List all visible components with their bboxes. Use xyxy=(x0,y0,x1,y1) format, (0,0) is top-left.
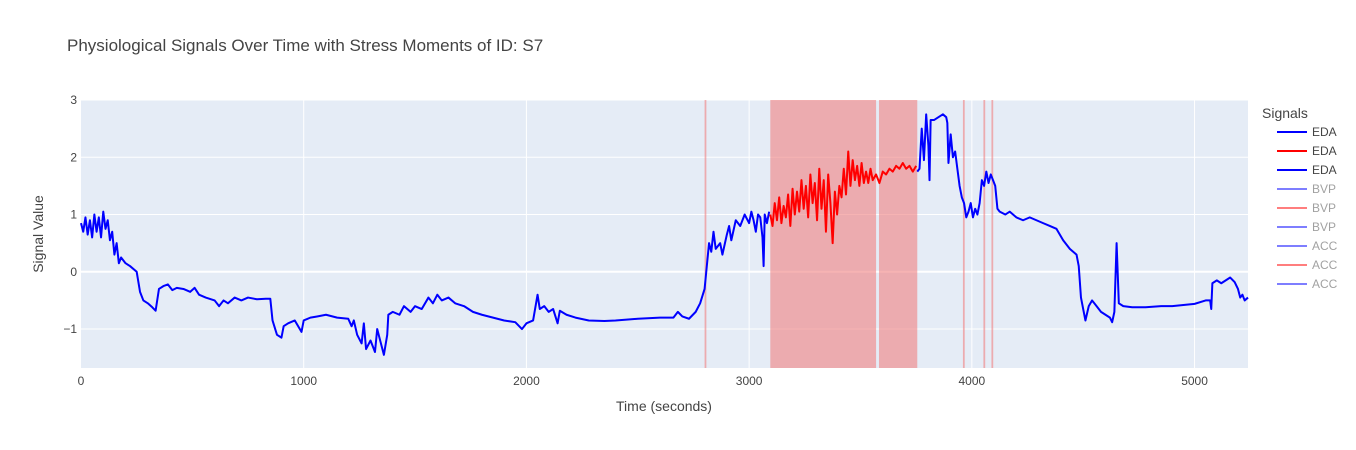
legend-item[interactable]: EDA xyxy=(1277,125,1337,139)
stress-region xyxy=(991,100,994,368)
y-axis-label: Signal Value xyxy=(30,195,46,273)
legend-label: ACC xyxy=(1312,277,1338,291)
y-tick-label: 3 xyxy=(70,93,77,107)
legend-label: EDA xyxy=(1312,144,1337,158)
series-line-3 xyxy=(916,113,1249,324)
series-line-2 xyxy=(769,150,918,245)
x-tick-label: 5000 xyxy=(1181,374,1208,388)
stress-region xyxy=(983,100,986,368)
stress-region xyxy=(962,100,965,368)
stress-region xyxy=(704,100,707,368)
y-tick-label: −1 xyxy=(63,322,77,336)
plot-area xyxy=(81,100,1248,368)
series-line-1 xyxy=(80,210,771,356)
legend-label: ACC xyxy=(1312,239,1338,253)
y-tick-label: 1 xyxy=(70,208,77,222)
legend-label: EDA xyxy=(1312,163,1337,177)
x-tick-label: 2000 xyxy=(513,374,540,388)
x-tick-label: 0 xyxy=(78,374,85,388)
y-tick-label: 2 xyxy=(70,150,77,164)
chart-title: Physiological Signals Over Time with Str… xyxy=(67,36,543,55)
x-tick-label: 1000 xyxy=(290,374,317,388)
legend[interactable]: EDA EDA EDA BVP BVP BVP ACC ACC ACC xyxy=(1277,125,1338,291)
stress-regions xyxy=(704,100,994,368)
y-tick-label: 0 xyxy=(70,265,77,279)
legend-label: ACC xyxy=(1312,258,1338,272)
legend-item[interactable]: BVP xyxy=(1277,201,1336,215)
legend-item[interactable]: EDA xyxy=(1277,144,1337,158)
x-axis-label: Time (seconds) xyxy=(616,398,712,414)
legend-item[interactable]: ACC xyxy=(1277,277,1338,291)
x-tick-label: 3000 xyxy=(736,374,763,388)
series-lines xyxy=(80,113,1249,356)
legend-label: BVP xyxy=(1312,182,1336,196)
legend-title: Signals xyxy=(1262,105,1308,121)
x-tick-label: 4000 xyxy=(958,374,985,388)
legend-item[interactable]: BVP xyxy=(1277,182,1336,196)
legend-item[interactable]: EDA xyxy=(1277,163,1337,177)
legend-item[interactable]: ACC xyxy=(1277,258,1338,272)
legend-label: BVP xyxy=(1312,201,1336,215)
stress-region xyxy=(770,100,877,368)
legend-item[interactable]: BVP xyxy=(1277,220,1336,234)
x-tick-labels: 0 1000 2000 3000 4000 5000 xyxy=(78,374,1209,388)
legend-label: BVP xyxy=(1312,220,1336,234)
legend-item[interactable]: ACC xyxy=(1277,239,1338,253)
legend-label: EDA xyxy=(1312,125,1337,139)
stress-region xyxy=(878,100,918,368)
y-tick-labels: −1 0 1 2 3 xyxy=(63,93,77,336)
